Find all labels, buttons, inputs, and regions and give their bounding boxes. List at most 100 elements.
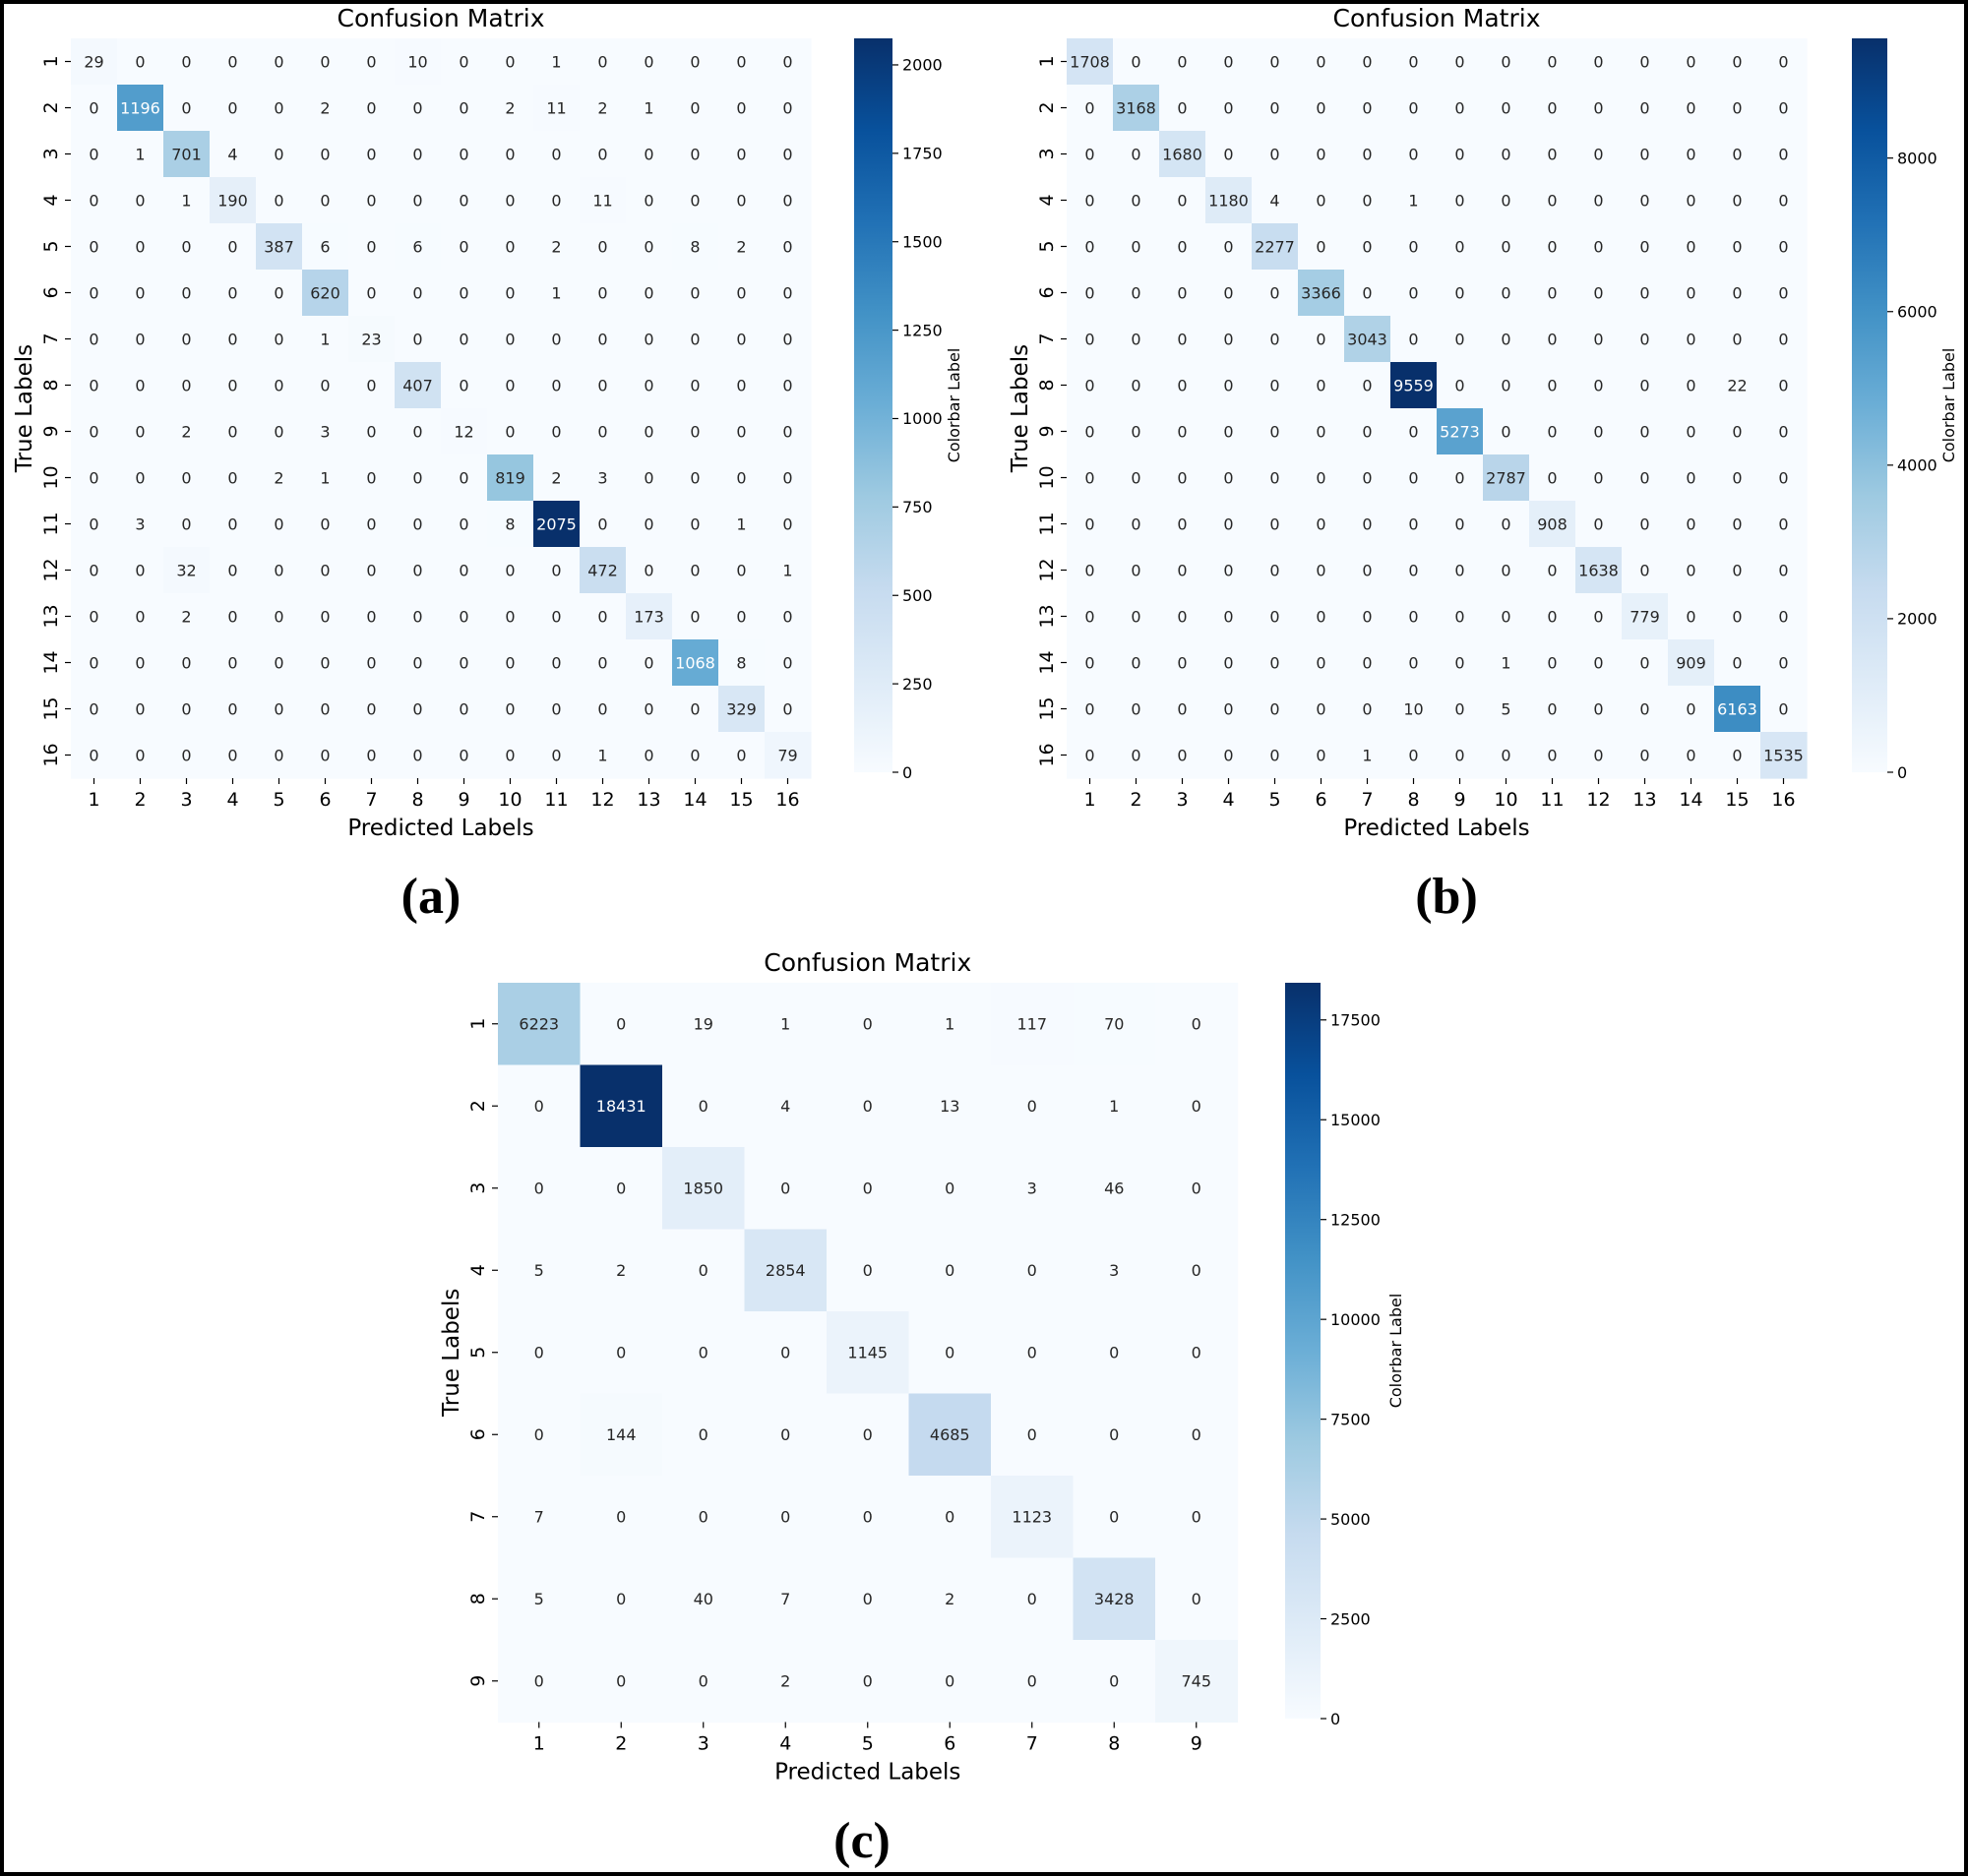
cma-cell-value-r2-c10: 2 bbox=[505, 98, 515, 117]
cma-cell-value-r7-c8: 0 bbox=[412, 330, 422, 348]
cma-cell-r14-c8 bbox=[395, 639, 442, 687]
cmb-cell-value-r14-c13: 0 bbox=[1639, 653, 1649, 672]
cma-cell-value-r1-c1: 29 bbox=[84, 52, 103, 71]
cma-cell-value-r6-c6: 620 bbox=[310, 283, 340, 302]
cma-cell-r8-c4 bbox=[210, 362, 257, 409]
cmb-y-tick-label-6: 6 bbox=[1036, 286, 1058, 298]
cma-cell-r13-c5 bbox=[256, 593, 303, 640]
cma-cell-value-r9-c14: 0 bbox=[690, 422, 700, 441]
cmc-cell-value-r3-c9: 0 bbox=[1192, 1180, 1201, 1198]
cmb-cell-value-r9-c12: 0 bbox=[1593, 422, 1603, 441]
cma-cell-value-r2-c9: 0 bbox=[459, 98, 468, 117]
cmc-cell-r3-c1 bbox=[498, 1147, 582, 1231]
cmb-cell-r5-c11 bbox=[1529, 223, 1576, 271]
cma-cell-r6-c1 bbox=[71, 270, 118, 317]
cma-cell-value-r4-c1: 0 bbox=[89, 191, 98, 210]
cmc-cell-value-r8-c6: 2 bbox=[945, 1590, 954, 1608]
cma-colorbar-tick-label-1750: 1750 bbox=[902, 145, 943, 163]
cma-cell-r10-c6 bbox=[302, 454, 349, 502]
cmc-cell-r8-c5 bbox=[827, 1557, 910, 1641]
cma-cell-r1-c15 bbox=[718, 38, 766, 86]
cma-cell-r11-c13 bbox=[626, 501, 673, 548]
cmb-cell-r5-c14 bbox=[1668, 223, 1715, 271]
cmb-cell-value-r7-c14: 0 bbox=[1686, 330, 1695, 348]
cma-cell-r3-c8 bbox=[395, 131, 442, 178]
cma-cell-value-r13-c1: 0 bbox=[89, 607, 98, 626]
cma-cell-value-r6-c14: 0 bbox=[690, 283, 700, 302]
cmb-cell-r2-c14 bbox=[1668, 85, 1715, 132]
cma-cell-r8-c1 bbox=[71, 362, 118, 409]
cma-cell-value-r11-c14: 0 bbox=[690, 514, 700, 533]
cma-cell-r11-c14 bbox=[672, 501, 719, 548]
cmb-cell-r15-c6 bbox=[1298, 686, 1345, 733]
cmb-cell-r3-c12 bbox=[1575, 131, 1623, 178]
cmc-cell-r5-c5 bbox=[827, 1311, 910, 1395]
cmb-cell-value-r12-c14: 0 bbox=[1686, 561, 1695, 579]
cmb-cell-r7-c8 bbox=[1390, 316, 1438, 363]
cma-cell-value-r10-c8: 0 bbox=[412, 468, 422, 487]
cmb-cell-r5-c2 bbox=[1113, 223, 1160, 271]
cma-y-tick-label-5: 5 bbox=[40, 240, 62, 252]
cmc-cell-value-r5-c1: 0 bbox=[534, 1344, 544, 1362]
cma-cell-r12-c3 bbox=[163, 547, 211, 594]
cmb-y-tick-label-14: 14 bbox=[1036, 650, 1058, 674]
cmb-cell-value-r8-c16: 0 bbox=[1778, 376, 1788, 394]
cmb-cell-value-r11-c10: 0 bbox=[1501, 514, 1510, 533]
cmb-cell-r8-c4 bbox=[1205, 362, 1253, 409]
cmb-cell-value-r1-c3: 0 bbox=[1177, 52, 1187, 71]
cma-cell-value-r3-c3: 701 bbox=[171, 145, 202, 163]
cmb-cell-r14-c9 bbox=[1437, 639, 1484, 687]
cmb-cell-value-r7-c1: 0 bbox=[1084, 330, 1094, 348]
cmc-colorbar-tick-label-7500: 7500 bbox=[1330, 1410, 1371, 1428]
cma-cell-value-r7-c3: 0 bbox=[181, 330, 191, 348]
cma-cell-value-r5-c13: 0 bbox=[644, 237, 653, 256]
cmc-cell-value-r3-c2: 0 bbox=[616, 1180, 626, 1198]
cmb-cell-r11-c11 bbox=[1529, 501, 1576, 548]
cma-cell-r14-c12 bbox=[580, 639, 627, 687]
cma-cell-value-r13-c9: 0 bbox=[459, 607, 468, 626]
cmb-x-tick-label-14: 14 bbox=[1679, 789, 1702, 811]
cmb-cell-value-r14-c3: 0 bbox=[1177, 653, 1187, 672]
cmb-cell-value-r14-c5: 0 bbox=[1269, 653, 1279, 672]
cmb-cell-value-r6-c15: 0 bbox=[1732, 283, 1742, 302]
cma-cell-r14-c11 bbox=[533, 639, 581, 687]
cmb-cell-value-r11-c13: 0 bbox=[1639, 514, 1649, 533]
cmc-colorbar-tick-label-17500: 17500 bbox=[1330, 1011, 1381, 1030]
cmc-x-tick-label-9: 9 bbox=[1191, 1733, 1202, 1755]
cma-cell-value-r2-c13: 1 bbox=[644, 98, 653, 117]
cma-cell-value-r9-c16: 0 bbox=[782, 422, 792, 441]
cmb-cell-value-r1-c8: 0 bbox=[1408, 52, 1418, 71]
cmb-cell-value-r14-c15: 0 bbox=[1732, 653, 1742, 672]
cmb-cell-r5-c8 bbox=[1390, 223, 1438, 271]
cmc-colorbar-tick-label-2500: 2500 bbox=[1330, 1609, 1371, 1628]
cmb-cell-r6-c8 bbox=[1390, 270, 1438, 317]
cma-cell-r9-c11 bbox=[533, 408, 581, 455]
cma-cell-r15-c15 bbox=[718, 686, 766, 733]
cma-cell-r10-c4 bbox=[210, 454, 257, 502]
cmc-cell-value-r9-c2: 0 bbox=[616, 1672, 626, 1691]
cmc-cell-r4-c9 bbox=[1155, 1229, 1239, 1312]
cmb-cell-r4-c2 bbox=[1113, 177, 1160, 224]
cmb-y-tick-label-4: 4 bbox=[1036, 194, 1058, 206]
cma-cell-value-r7-c10: 0 bbox=[505, 330, 515, 348]
cmb-cell-value-r2-c15: 0 bbox=[1732, 98, 1742, 117]
cmc-cell-value-r6-c9: 0 bbox=[1192, 1425, 1201, 1444]
cma-cell-value-r12-c5: 0 bbox=[274, 561, 283, 579]
cmc-cell-r9-c2 bbox=[580, 1640, 663, 1724]
cmb-cell-value-r11-c1: 0 bbox=[1084, 514, 1094, 533]
cmb-cell-r8-c14 bbox=[1668, 362, 1715, 409]
cma-cell-value-r5-c6: 6 bbox=[320, 237, 330, 256]
cmb-cell-r14-c4 bbox=[1205, 639, 1253, 687]
cmc-cell-r8-c8 bbox=[1073, 1557, 1156, 1641]
cma-cell-value-r2-c12: 2 bbox=[597, 98, 607, 117]
cma-cell-r2-c13 bbox=[626, 85, 673, 132]
cmc-cell-value-r3-c8: 46 bbox=[1104, 1180, 1124, 1198]
cma-cell-r6-c4 bbox=[210, 270, 257, 317]
cmb-cell-r2-c9 bbox=[1437, 85, 1484, 132]
cmb-cell-r6-c9 bbox=[1437, 270, 1484, 317]
cmb-cell-value-r2-c10: 0 bbox=[1501, 98, 1510, 117]
cmb-colorbar-tick-label-4000: 4000 bbox=[1897, 456, 1937, 475]
cma-cell-value-r14-c7: 0 bbox=[366, 653, 376, 672]
cmb-cell-r16-c6 bbox=[1298, 732, 1345, 779]
cmb-cell-r12-c16 bbox=[1760, 547, 1808, 594]
